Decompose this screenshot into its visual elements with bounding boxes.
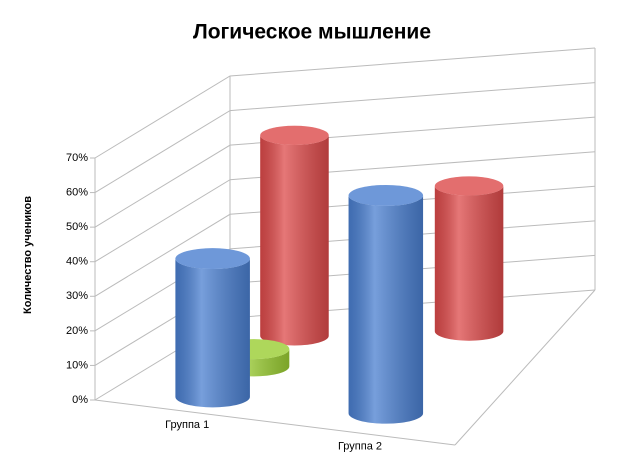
y-tick-label: 70%: [66, 152, 88, 164]
cylinder-top: [434, 176, 504, 196]
cylinder-shade: [348, 195, 424, 424]
y-tick-label: 20%: [66, 325, 88, 337]
grid-line: [94, 289, 596, 401]
y-tick-label: 40%: [66, 256, 88, 268]
y-tick-label: 60%: [66, 186, 88, 198]
grid-line: [94, 47, 596, 159]
cylinder-top-shine: [260, 125, 329, 145]
grid-line: [94, 185, 596, 297]
y-tick-label: 30%: [66, 290, 88, 302]
cylinder-top-shine: [434, 176, 504, 196]
chart-title: Логическое мышление: [193, 21, 431, 44]
x-tick-label: Группа 1: [165, 419, 209, 431]
grid-line: [94, 151, 596, 263]
grid-line: [94, 254, 596, 366]
grid-line: [94, 82, 596, 193]
cylinder-top: [260, 125, 329, 145]
floor-edge: [454, 289, 596, 446]
cylinder-shade: [434, 185, 504, 341]
y-tick-label: 10%: [66, 359, 88, 371]
cylinder-top-shine: [175, 248, 250, 270]
cylinder-top-shine: [348, 185, 424, 206]
cylinder-shade: [260, 135, 329, 346]
floor-edge: [94, 399, 456, 446]
grid-line: [94, 116, 596, 228]
y-tick-label: 50%: [66, 221, 88, 233]
cylinder-shade: [175, 258, 250, 408]
grid-line: [94, 220, 596, 332]
y-tick-label: 0%: [72, 394, 88, 406]
cylinder-top: [348, 185, 424, 206]
cylinder-top: [175, 248, 250, 270]
y-axis-label: Количество учеников: [22, 196, 34, 314]
x-tick-label: Группа 2: [338, 441, 382, 453]
